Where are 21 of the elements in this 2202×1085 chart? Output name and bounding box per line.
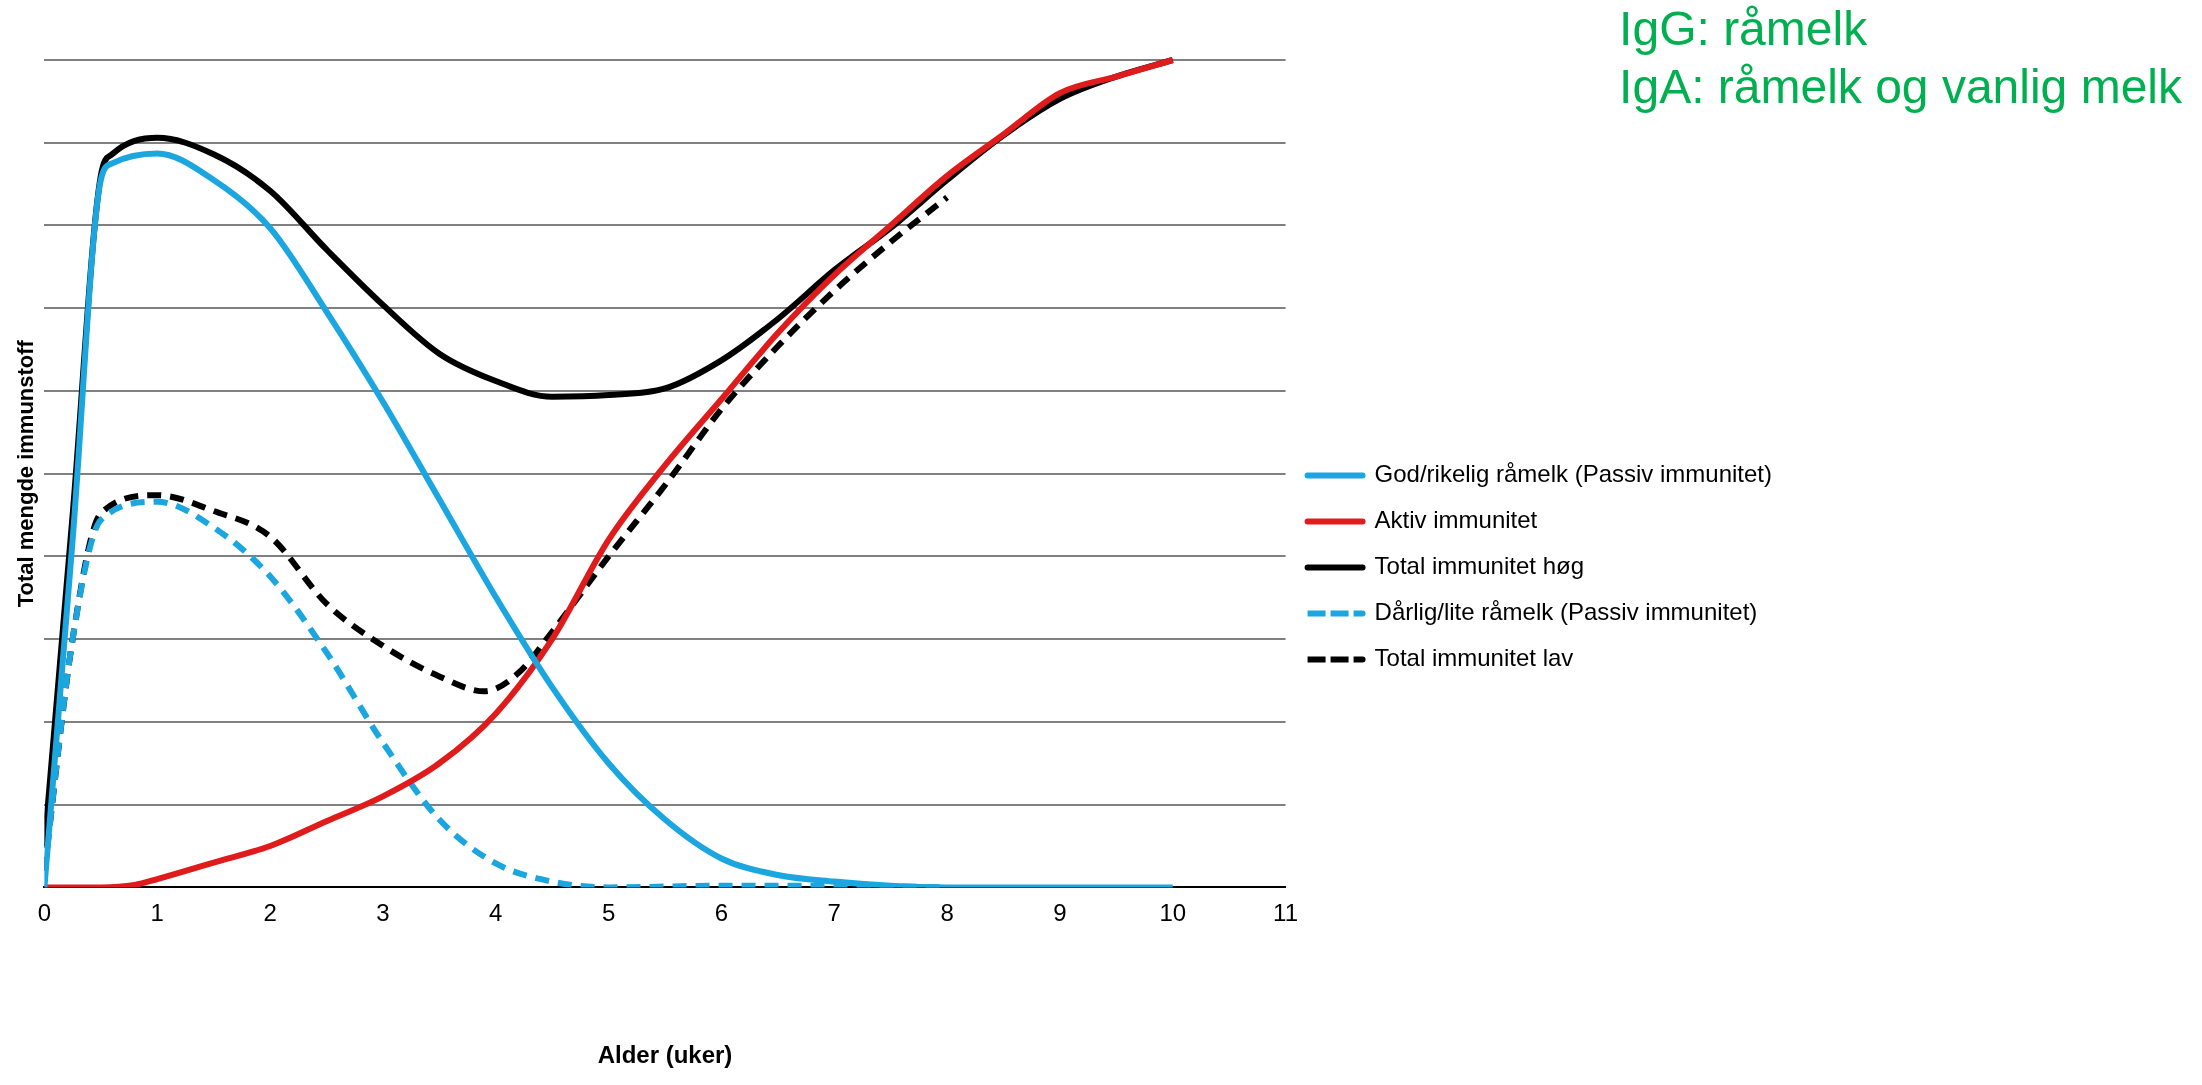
- x-axis-title: Alder (uker): [597, 1041, 733, 1069]
- x-tick-label: 8: [940, 899, 954, 927]
- y-axis-title: Total mengde immunstoff: [13, 339, 39, 608]
- text: IgG: råmelk: [1619, 1, 1869, 57]
- legend-label: God/rikelig råmelk (Passiv immunitet): [1374, 460, 1773, 488]
- x-tick-label: 5: [601, 899, 616, 927]
- legend-label: Dårlig/lite råmelk (Passiv immunitet): [1374, 598, 1758, 626]
- x-tick-label: 2: [263, 899, 277, 927]
- legend-label: Total immunitet lav: [1374, 644, 1574, 672]
- x-tick-label: 1: [150, 899, 164, 927]
- x-tick-label: 4: [489, 899, 503, 927]
- x-tick-label: 6: [714, 899, 729, 927]
- x-tick-label: 9: [1053, 899, 1067, 927]
- legend-label: Total immunitet høg: [1374, 552, 1584, 580]
- legend-label: Aktiv immunitet: [1374, 506, 1538, 534]
- x-tick-label: 10: [1159, 899, 1187, 927]
- x-tick-label: 7: [827, 899, 841, 927]
- x-tick-label: 3: [376, 899, 390, 927]
- x-tick-label: 11: [1273, 899, 1299, 927]
- text: IgA: råmelk og vanlig melk: [1619, 59, 2182, 115]
- x-tick-label: 0: [37, 899, 52, 927]
